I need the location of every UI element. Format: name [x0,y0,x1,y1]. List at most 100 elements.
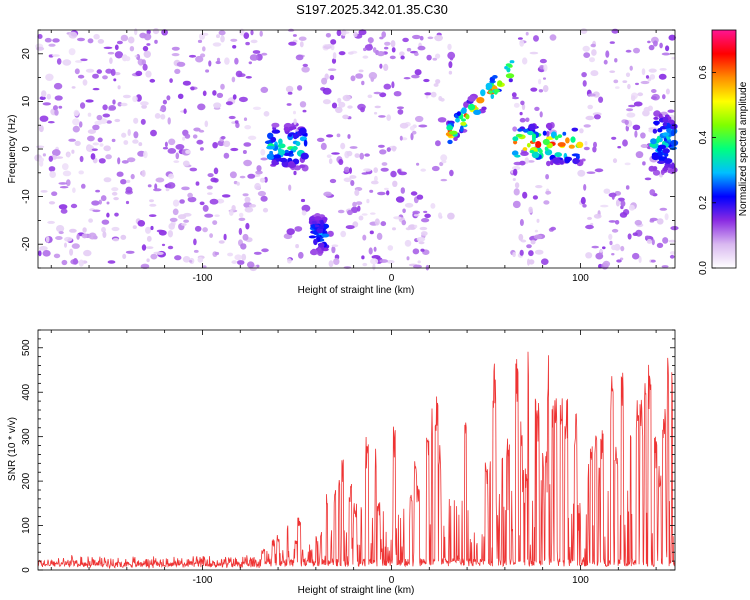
spectrogram-cell [234,57,239,65]
spectrogram-cell [372,263,376,271]
spectrogram-cell [132,139,139,144]
spectrogram-cell [393,91,402,97]
spectrogram-feature-cell [514,154,521,158]
spectrogram-cell [361,80,365,86]
spectrogram-cell [196,139,204,145]
spectrogram-cell [651,239,655,246]
spectrogram-cell [624,119,629,125]
spectrogram-cell [255,170,263,175]
spectrogram-cell [259,30,263,37]
spectrogram-cell [238,96,248,103]
spectrogram-cell [72,118,80,126]
spectrogram-cell [145,70,152,78]
spectrogram-feature-cell [492,75,498,79]
spectrogram-cell [536,218,540,223]
spectrogram-feature-cell [459,125,464,132]
spectrogram-cell [46,93,51,100]
spectrogram-cell [376,232,383,240]
spectrogram-cell [52,38,60,43]
spectrogram-cell [615,86,620,89]
spectrogram-feature-cell [289,126,297,130]
spectrogram-cell [326,134,334,138]
spectrogram-cell [204,120,209,128]
spectrogram-cell [202,227,208,233]
spectrogram-feature-cell [283,152,291,156]
snr-x-label: Height of straight line (km) [298,585,415,596]
spectrogram-cell [347,134,351,139]
spectrogram-cell [362,262,368,267]
spectrogram-cell [392,227,396,231]
spectrogram-cell [331,152,340,155]
spectrogram-cell [114,44,119,51]
spectrogram-cell [295,244,299,249]
spectrogram-cell [78,121,83,128]
spectrogram-cell [213,102,222,109]
spectrogram-cell [577,169,586,177]
spectrogram-cell [146,235,152,242]
spectrogram-cell [538,78,542,85]
spectrogram-cell [81,233,88,239]
spectrogram-cell [143,33,152,41]
spectrogram-feature-cell [317,247,322,254]
spectrogram-cell [231,76,236,83]
spectrogram-cell [424,92,432,96]
spectrogram-cell [260,149,266,156]
spectrogram-cell [85,68,95,73]
spectrogram-cell [406,47,412,52]
spectrogram-cell [328,68,337,71]
spectrogram-cell [364,153,370,157]
spectrogram-cell [166,95,171,101]
spectrogram-cell [71,149,75,154]
spectrogram-cell [584,141,588,146]
spectrogram-cell [414,69,422,76]
spectrogram-cell [659,42,663,49]
spectrogram-cell [48,201,56,205]
spectrogram-cell [389,55,396,60]
spectrogram-cell [591,49,597,56]
spectrogram-cell [415,115,424,123]
spectrogram-cell [220,136,226,140]
spectrogram-cell [193,238,197,246]
spectrogram-cell [519,249,524,256]
spectrogram-cell [182,160,190,167]
spectrogram-cell [92,124,100,131]
spectrogram-cell [641,68,646,76]
spectrogram-cell [653,40,658,47]
spectrogram-cell [397,109,404,115]
spectrogram-cell [329,74,335,81]
spectrogram-cell [146,258,150,263]
spectrogram-y-label: Frequency (Hz) [7,115,18,184]
spectrogram-cell [111,191,118,196]
spectrogram-cell [528,206,533,214]
spectrogram-cell [112,99,116,105]
spectrogram-cell [44,37,52,43]
spectrogram-cell [357,205,361,212]
spectrogram-cell [538,89,544,93]
spectrogram-cell [286,228,295,236]
spectrogram-cell [299,101,307,108]
spectrogram-cell [171,53,180,57]
colorbar-tick-label: 0.0 [698,261,709,275]
spectrogram-cell [609,240,613,246]
spectrogram-cell [520,151,529,156]
spectrogram-cell [404,239,412,247]
spectrogram-cell [141,59,146,66]
spectrogram-cell [609,70,616,73]
spectrogram-cell [669,254,675,259]
spectrogram-feature-cell [266,145,275,150]
spectrogram-cell [528,250,534,257]
spectrogram-cell [166,182,176,189]
spectrogram-cell [202,204,209,212]
spectrogram-feature-cell [287,162,297,169]
spectrogram-cell [391,81,395,89]
spectrogram-cell [261,52,268,56]
spectrogram-cell [651,89,657,93]
spectrogram-cell [75,60,83,63]
spectrogram-cell [529,51,539,55]
spectrogram-cell [645,75,650,79]
spectrogram-cell [105,68,113,74]
spectrogram-cell [519,219,524,226]
spectrogram-cell [530,87,538,92]
spectrogram-cell [405,227,412,231]
